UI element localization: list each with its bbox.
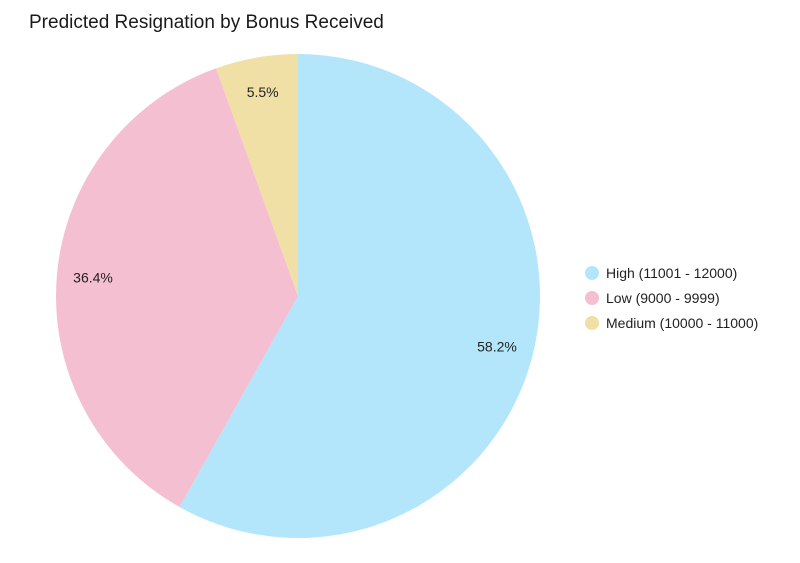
- pie-label-medium: 5.5%: [247, 84, 279, 100]
- legend-label-medium: Medium (10000 - 11000): [606, 314, 759, 331]
- legend-item-medium[interactable]: Medium (10000 - 11000): [585, 310, 758, 335]
- pie-label-high: 58.2%: [477, 339, 517, 355]
- legend-label-low: Low (9000 - 9999): [606, 289, 720, 306]
- legend: High (11001 - 12000) Low (9000 - 9999) M…: [585, 260, 758, 335]
- pie-label-low: 36.4%: [73, 270, 113, 286]
- pie-slice-low[interactable]: [55, 68, 299, 508]
- pie-labels: 58.2% 36.4% 5.5%: [73, 84, 517, 355]
- legend-label-high: High (11001 - 12000): [606, 264, 738, 281]
- pie-slice-high[interactable]: [179, 54, 540, 538]
- pie-slices: [55, 54, 540, 538]
- legend-swatch-high: [585, 265, 599, 280]
- legend-item-high[interactable]: High (11001 - 12000): [585, 260, 758, 285]
- legend-swatch-medium: [585, 315, 599, 330]
- pie-slice-medium[interactable]: [216, 54, 298, 296]
- chart-title: Predicted Resignation by Bonus Received: [29, 12, 384, 33]
- legend-swatch-low: [585, 290, 599, 305]
- legend-item-low[interactable]: Low (9000 - 9999): [585, 285, 758, 310]
